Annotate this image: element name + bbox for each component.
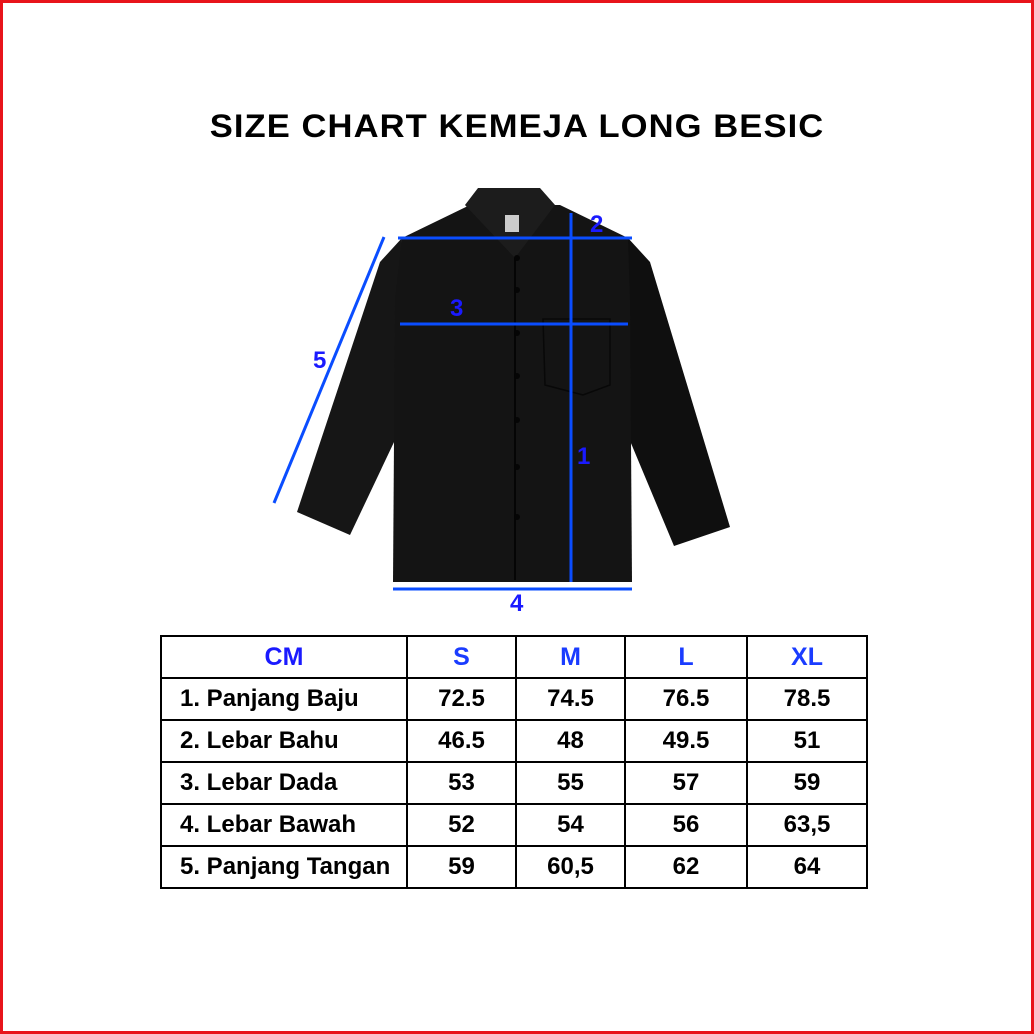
cell: 64 xyxy=(746,845,868,889)
size-header: S xyxy=(406,635,517,679)
measure-label-1: 1 xyxy=(577,443,591,470)
cell: 76.5 xyxy=(624,677,748,721)
row-label: 2. Lebar Bahu xyxy=(160,719,408,763)
table-row: 4. Lebar Bawah 52 54 56 63,5 xyxy=(160,803,868,847)
cell: 56 xyxy=(624,803,748,847)
measure-label-5: 5 xyxy=(313,347,327,374)
cell: 72.5 xyxy=(406,677,517,721)
measure-line-sleeve xyxy=(272,236,386,504)
measure-label-4: 4 xyxy=(510,590,524,617)
shirt-pocket xyxy=(542,318,611,396)
cell: 52 xyxy=(406,803,517,847)
row-label: 4. Lebar Bawah xyxy=(160,803,408,847)
table-row: 1. Panjang Baju 72.5 74.5 76.5 78.5 xyxy=(160,677,868,721)
cell: 53 xyxy=(406,761,517,805)
cell: 62 xyxy=(624,845,748,889)
table-row: 3. Lebar Dada 53 55 57 59 xyxy=(160,761,868,805)
size-header: L xyxy=(624,635,748,679)
cell: 49.5 xyxy=(624,719,748,763)
shirt-left-sleeve xyxy=(297,238,402,535)
table-row: 2. Lebar Bahu 46.5 48 49.5 51 xyxy=(160,719,868,763)
cell: 57 xyxy=(624,761,748,805)
row-label: 5. Panjang Tangan xyxy=(160,845,408,889)
cell: 59 xyxy=(406,845,517,889)
measure-label-3: 3 xyxy=(450,295,464,322)
page-title: SIZE CHART KEMEJA LONG BESIC xyxy=(209,108,825,144)
size-header: XL xyxy=(746,635,868,679)
measure-label-2: 2 xyxy=(590,211,604,238)
table-header-row: CM S M L XL xyxy=(160,635,868,679)
shirt-tag xyxy=(505,215,519,232)
cell: 54 xyxy=(515,803,626,847)
shirt-right-sleeve xyxy=(628,238,730,546)
shirt-illustration xyxy=(297,188,730,582)
shirt-buttons xyxy=(514,255,520,520)
size-table: CM S M L XL 1. Panjang Baju 72.5 74.5 76… xyxy=(160,635,868,889)
row-label: 1. Panjang Baju xyxy=(160,677,408,721)
cell: 48 xyxy=(515,719,626,763)
cell: 51 xyxy=(746,719,868,763)
cell: 46.5 xyxy=(406,719,517,763)
size-header: M xyxy=(515,635,626,679)
cell: 60,5 xyxy=(515,845,626,889)
cell: 74.5 xyxy=(515,677,626,721)
cell: 55 xyxy=(515,761,626,805)
table-row: 5. Panjang Tangan 59 60,5 62 64 xyxy=(160,845,868,889)
cell: 78.5 xyxy=(746,677,868,721)
unit-header: CM xyxy=(160,635,408,679)
shirt-body xyxy=(393,205,632,582)
cell: 63,5 xyxy=(746,803,868,847)
cell: 59 xyxy=(746,761,868,805)
measure-lines xyxy=(272,213,632,591)
row-label: 3. Lebar Dada xyxy=(160,761,408,805)
